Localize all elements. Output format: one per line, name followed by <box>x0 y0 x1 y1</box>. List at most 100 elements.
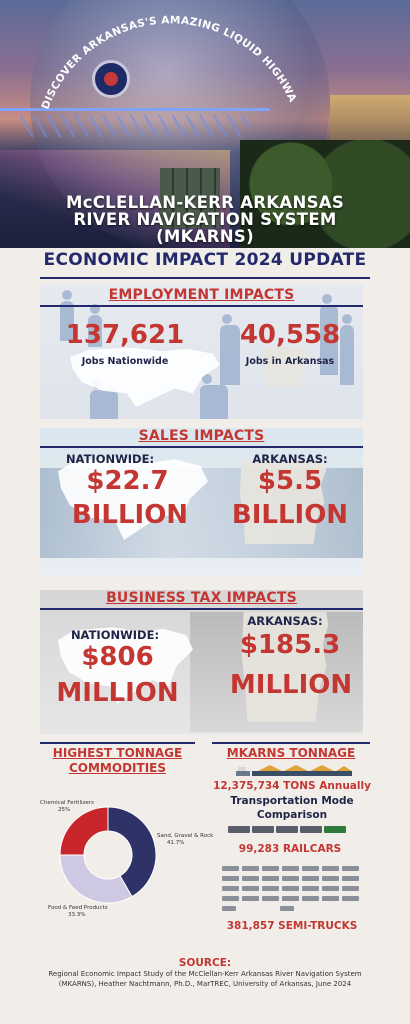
truck-icon <box>322 886 339 891</box>
truck-icon <box>262 886 279 891</box>
chem-label: Chemical Fertilizers 25% <box>40 800 94 814</box>
trucks-count: 381,857 SEMI-TRUCKS <box>226 920 358 932</box>
arc-tagline-text: DISCOVER ARKANSAS'S AMAZING LIQUID HIGHW… <box>0 0 298 111</box>
person-silhouette <box>340 314 354 385</box>
tonnage-heading: MKARNS TONNAGE <box>226 746 356 760</box>
truck-icon <box>342 886 359 891</box>
comparison-heading-line: Comparison <box>256 809 328 821</box>
person-silhouette <box>200 374 228 419</box>
source-heading: SOURCE: <box>178 957 232 969</box>
sales-arkansas-unit: BILLION <box>231 500 349 530</box>
arkansas-map <box>262 347 308 387</box>
person-silhouette <box>90 379 118 419</box>
jobs-nationwide-label: Jobs Nationwide <box>81 356 169 367</box>
title-line: (MKARNS) <box>156 227 254 246</box>
page-subtitle: ECONOMIC IMPACT 2024 UPDATE <box>43 250 367 270</box>
truck-icon <box>342 876 359 881</box>
locomotive-icon <box>324 826 346 833</box>
truck-icon <box>262 866 279 871</box>
sales-arkansas-label: ARKANSAS: <box>252 452 328 466</box>
food-label-name: Food & Feed Products <box>48 905 108 911</box>
commodities-donut-chart <box>59 806 157 904</box>
main-title: McCLELLAN-KERR ARKANSAS RIVER NAVIGATION… <box>0 194 410 245</box>
title-line: McCLELLAN-KERR ARKANSAS <box>65 193 345 212</box>
donut-slice-chemical-fertilizers <box>59 806 109 856</box>
commodities-heading-line: HIGHEST TONNAGE <box>52 746 183 760</box>
jobs-arkansas-label: Jobs in Arkansas <box>245 356 335 367</box>
food-label-pct: 33.3% <box>68 912 86 918</box>
railcar-icon <box>252 826 274 833</box>
truck-icon <box>242 896 259 901</box>
section-underline <box>40 608 363 610</box>
title-line: RIVER NAVIGATION SYSTEM <box>73 210 337 229</box>
employment-section: EMPLOYMENT IMPACTS 137,621 Jobs Nationwi… <box>40 285 363 419</box>
emblem-icon <box>92 60 130 98</box>
truck-icon <box>222 866 239 871</box>
donut-slice-sand-gravel-rock <box>107 806 157 898</box>
section-underline <box>40 305 363 307</box>
truck-icon <box>322 866 339 871</box>
divider <box>40 742 195 744</box>
railcars-count: 99,283 RAILCARS <box>238 843 342 855</box>
truck-icon <box>282 896 299 901</box>
tax-arkansas-label: ARKANSAS: <box>247 614 323 628</box>
arkansas-map <box>241 612 329 722</box>
svg-text:DISCOVER ARKANSAS'S AMAZING LI: DISCOVER ARKANSAS'S AMAZING LIQUID HIGHW… <box>0 0 299 111</box>
railcar-icon <box>228 826 250 833</box>
sales-section: SALES IMPACTS NATIONWIDE: $22.7 BILLION … <box>40 428 363 576</box>
divider <box>40 277 370 279</box>
sales-nationwide-value: $22.7 <box>86 466 169 496</box>
truck-icon <box>280 906 294 911</box>
truck-icon <box>262 896 279 901</box>
truck-icon <box>302 866 319 871</box>
tax-section: BUSINESS TAX IMPACTS NATIONWIDE: $806 MI… <box>40 590 363 734</box>
chem-label-pct: 25% <box>58 807 71 813</box>
section-underline <box>40 446 363 448</box>
food-label: Food & Feed Products 33.3% <box>48 905 108 919</box>
sales-arkansas-value: $5.5 <box>257 466 323 496</box>
barge-graphic <box>160 168 220 228</box>
comparison-heading: Transportation Mode Comparison <box>212 794 372 822</box>
truck-icon <box>282 886 299 891</box>
person-silhouette <box>220 314 240 385</box>
truck-icon <box>302 896 319 901</box>
person-silhouette <box>320 294 338 375</box>
donut-slice-food-feed-products <box>59 854 133 904</box>
truck-icon <box>282 876 299 881</box>
annual-tons: 12,375,734 TONS Annually <box>213 780 371 792</box>
sand-label-pct: 41.7% <box>167 840 185 846</box>
tax-nationwide-label: NATIONWIDE: <box>70 628 160 642</box>
truck-icon <box>322 876 339 881</box>
truck-icon <box>302 876 319 881</box>
barge-icon <box>236 765 352 776</box>
sand-label: Sand, Gravel & Rock 41.7% <box>157 833 213 847</box>
tax-nationwide-unit: MILLION <box>56 678 179 708</box>
comparison-heading-line: Transportation Mode <box>230 795 354 807</box>
railcar-icon <box>300 826 322 833</box>
source-text: Regional Economic Impact Study of the Mc… <box>48 970 362 988</box>
commodities-heading: HIGHEST TONNAGE COMMODITIES <box>40 746 195 776</box>
truck-icon <box>222 886 239 891</box>
truck-icon <box>342 896 359 901</box>
jobs-arkansas-value: 40,558 <box>239 320 341 350</box>
jobs-nationwide-value: 137,621 <box>65 320 185 350</box>
tax-nationwide-value: $806 <box>81 642 154 672</box>
hero-banner: DISCOVER ARKANSAS'S AMAZING LIQUID HIGHW… <box>0 0 410 248</box>
bridge-graphic <box>0 108 270 142</box>
sales-nationwide-unit: BILLION <box>71 500 189 530</box>
tax-arkansas-value: $185.3 <box>239 630 341 660</box>
sand-label-name: Sand, Gravel & Rock <box>157 833 214 839</box>
truck-icon <box>282 866 299 871</box>
tax-title: BUSINESS TAX IMPACTS <box>106 590 297 606</box>
truck-icon <box>242 866 259 871</box>
arkansas-map <box>239 460 327 544</box>
divider <box>212 742 370 744</box>
truck-icon <box>262 876 279 881</box>
truck-icon <box>302 886 319 891</box>
tree-graphic <box>240 140 410 248</box>
truck-icon <box>222 906 236 911</box>
employment-title: EMPLOYMENT IMPACTS <box>108 287 295 303</box>
truck-icon <box>222 876 239 881</box>
person-silhouette <box>88 304 102 347</box>
truck-icon <box>342 866 359 871</box>
